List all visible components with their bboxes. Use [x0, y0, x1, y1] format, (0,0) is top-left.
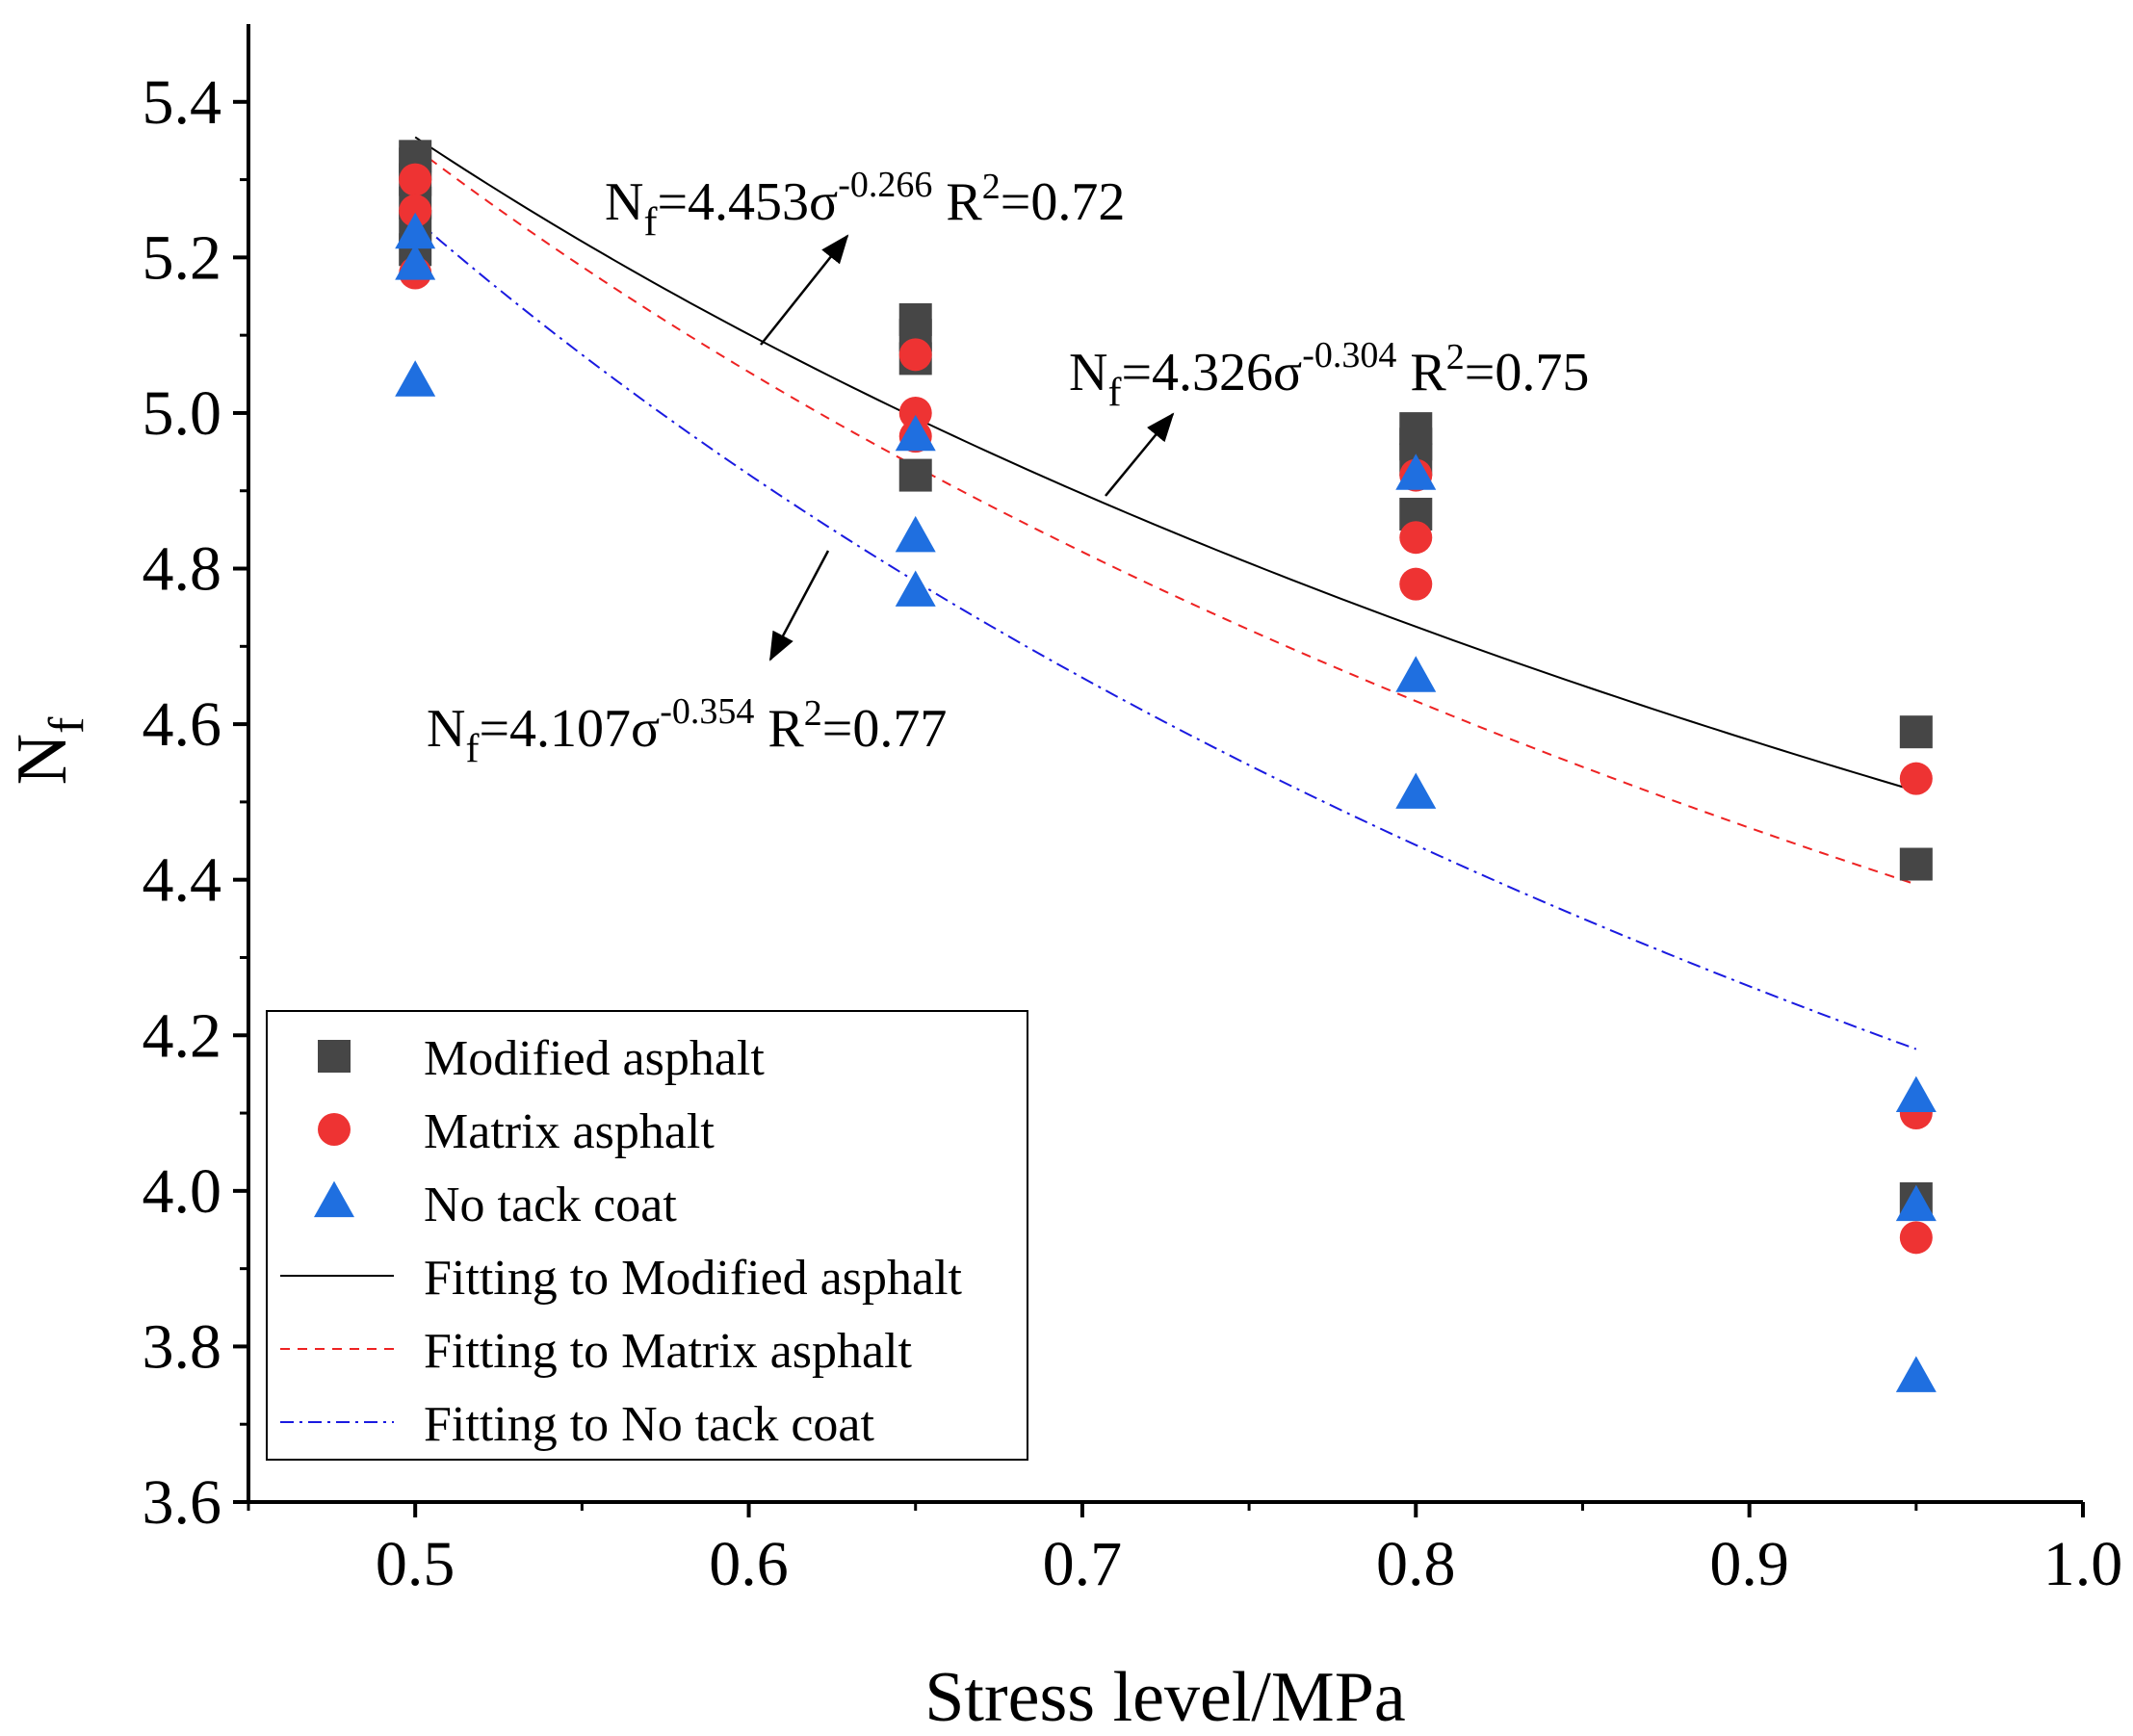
legend-box: [266, 1010, 1028, 1461]
y-tick-label: 4.8: [143, 534, 222, 605]
y-axis-title-sub: f: [39, 716, 94, 734]
y-tick-label: 4.6: [143, 689, 222, 760]
fit-line-2: [414, 146, 1917, 886]
equation-part: =0.77: [822, 699, 948, 759]
marker-series3-pt9: [1395, 772, 1437, 809]
legend-marker-3: [314, 1180, 354, 1218]
legend: Modified asphalt Matrix asphalt No tack co…: [266, 1010, 1028, 1461]
marker-series2-pt8: [1399, 521, 1433, 555]
y-tick-label: 4.2: [143, 1000, 222, 1071]
fit-line-3: [414, 218, 1917, 1050]
marker-series3-pt10: [1895, 1075, 1937, 1113]
legend-label-1: Modified asphalt: [424, 1031, 765, 1086]
fit-lines: [414, 136, 1917, 1050]
marker-series3-pt11: [1895, 1184, 1937, 1222]
legend-label-3: No tack coat: [424, 1178, 677, 1232]
marker-series2-pt2: [399, 194, 432, 227]
fit-line-1: [414, 136, 1917, 792]
legend-label-6: Fitting to No tack coat: [424, 1397, 874, 1452]
legend-label-4: Fitting to Modified asphalt: [424, 1251, 963, 1306]
equation-label-3: Nf=4.107σ-0.354 R2=0.77: [427, 691, 947, 771]
equation-part: R: [754, 699, 804, 759]
marker-series3-pt6: [895, 570, 936, 607]
marker-series3-pt12: [1895, 1356, 1937, 1392]
equation-part: N: [1069, 343, 1107, 402]
x-tick-label: 0.5: [376, 1529, 455, 1599]
x-axis-title: Stress level/MPa: [924, 1658, 1405, 1736]
equation-part: -0.266: [838, 165, 932, 205]
y-axis-title: Nf: [3, 716, 94, 785]
equation-part: f: [643, 200, 657, 245]
marker-series2-pt4: [898, 338, 932, 372]
y-tick-label: 5.0: [143, 378, 222, 449]
y-tick-label: 4.4: [143, 845, 222, 916]
equation-part: N: [427, 699, 465, 759]
annotation-arrow-2: [1105, 412, 1175, 497]
x-tick-label: 1.0: [2043, 1529, 2123, 1599]
marker-series3-pt3: [395, 360, 436, 397]
y-axis-title-main: N: [3, 734, 82, 785]
marker-series3-pt5: [895, 515, 936, 553]
marker-series3-pt8: [1395, 656, 1437, 692]
equation-part: -0.304: [1302, 335, 1396, 376]
marker-series1-pt15: [1899, 715, 1933, 749]
equation-part: f: [1107, 371, 1121, 415]
marker-series2-pt10: [1899, 762, 1933, 795]
x-tick-label: 0.9: [1709, 1529, 1789, 1599]
annotation-arrow-3: [768, 550, 830, 661]
equation-part: 2: [1446, 337, 1465, 377]
marker-series2-pt9: [1399, 567, 1433, 601]
marker-series2-pt5: [898, 396, 932, 429]
y-tick-label: 3.8: [143, 1311, 222, 1382]
legend-label-5: Fitting to Matrix asphalt: [424, 1324, 913, 1379]
axis-titles: Stress level/MPa Nf: [3, 716, 1406, 1736]
x-tick-label: 0.7: [1043, 1529, 1123, 1599]
axes: 3.6 3.8 4.0 4.2 4.4 4.6 4.8 5.0 5.2 5.4 0.5 0.6 0.7 0…: [143, 24, 2123, 1599]
equation-part: R: [932, 172, 982, 232]
annotation-arrow-1: [760, 234, 849, 346]
marker-series1-pt10: [898, 458, 932, 492]
x-tick-label: 0.8: [1376, 1529, 1456, 1599]
y-tick-label: 3.6: [143, 1467, 222, 1538]
equation-part: f: [465, 727, 479, 771]
marker-series3-pt1: [395, 212, 436, 249]
marker-series3-pt7: [1395, 453, 1437, 490]
equation-part: =4.453σ: [657, 172, 838, 232]
equation-part: =0.75: [1465, 343, 1590, 402]
marker-series2-pt12: [1899, 1221, 1933, 1255]
y-tick-label: 5.4: [143, 67, 222, 138]
equation-part: -0.354: [660, 691, 754, 732]
equation-label-1: Nf=4.453σ-0.266 R2=0.72: [605, 165, 1125, 245]
legend-label-2: Matrix asphalt: [424, 1104, 715, 1159]
data-markers: [395, 140, 1937, 1392]
legend-marker-1: [318, 1040, 351, 1073]
equation-part: N: [605, 172, 643, 232]
marker-series1-pt16: [1899, 847, 1933, 881]
y-tick-label: 5.2: [143, 222, 222, 293]
legend-marker-2: [318, 1113, 351, 1146]
equation-part: =4.107σ: [479, 699, 660, 759]
equation-part: 2: [982, 167, 1001, 207]
equation-part: =4.326σ: [1121, 343, 1302, 402]
equation-part: =0.72: [1001, 172, 1126, 232]
y-tick-label: 4.0: [143, 1156, 222, 1227]
marker-series3-pt2: [395, 244, 436, 280]
marker-series3-pt4: [895, 414, 936, 452]
equation-part: R: [1396, 343, 1446, 402]
equation-part: 2: [804, 693, 822, 734]
marker-series2-pt1: [399, 163, 432, 196]
x-tick-label: 0.6: [709, 1529, 789, 1599]
equation-label-2: Nf=4.326σ-0.304 R2=0.75: [1069, 335, 1589, 415]
